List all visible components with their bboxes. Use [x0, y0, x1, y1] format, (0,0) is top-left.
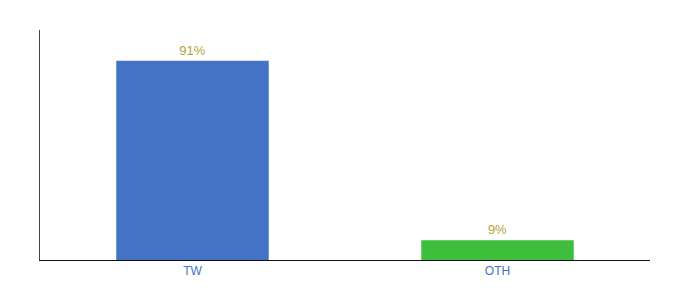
svg-text:9%: 9%: [488, 222, 507, 237]
svg-text:TW: TW: [183, 264, 202, 278]
svg-text:91%: 91%: [179, 43, 205, 58]
svg-text:OTH: OTH: [485, 264, 510, 278]
